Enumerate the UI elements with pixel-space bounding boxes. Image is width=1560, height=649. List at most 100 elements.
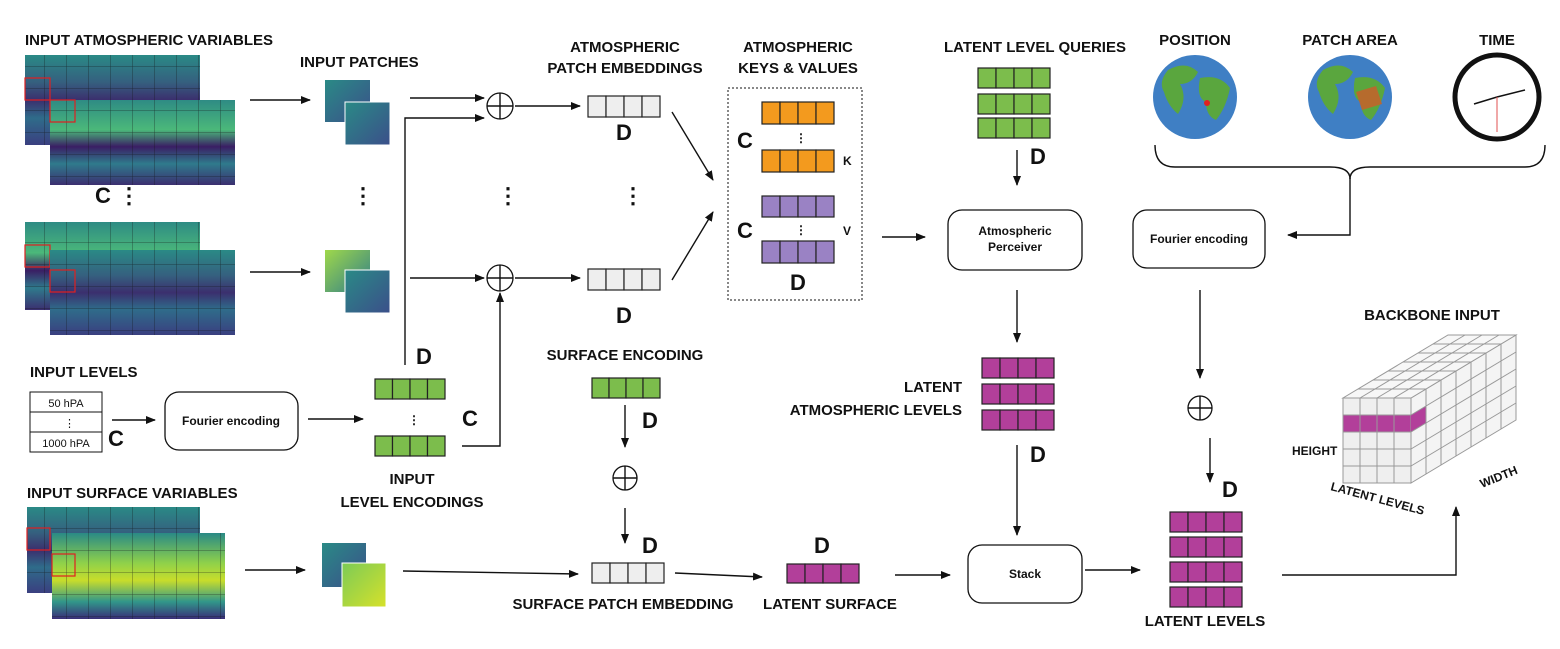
perceiver-label: Atmospheric [978,224,1052,238]
key-vector [761,101,835,125]
vector-cell [1013,93,1033,115]
level-top: 50 hPA [48,398,84,410]
grid-line [1410,351,1517,416]
d-label: D [814,533,830,558]
vector-cell [977,93,997,115]
vector-cell [815,101,835,125]
vector-cell [779,101,799,125]
grid-line [1410,368,1517,433]
input-patches-label: INPUT PATCHES [300,54,419,71]
vector-cell [797,240,817,264]
stack-label: Stack [1009,567,1041,581]
vector-cell [822,563,842,584]
vector-cell [587,268,607,291]
keys-values-box [727,87,863,301]
vector-cell [426,435,446,457]
vector-cell [625,377,644,399]
input-level-encodings-label: LEVEL ENCODINGS [340,494,483,511]
vdots: ⋮ [352,183,374,208]
vector-cell [1223,586,1243,608]
vector-cell [1169,511,1189,533]
vector-cell [815,195,835,218]
atmospheric-map-stack-1 [24,55,235,185]
c-label: C [737,218,753,243]
vdots: ⋮ [622,183,644,208]
latent-atm-levels-label: LATENT [904,379,962,396]
levels-table: 50 hPA ⋮ 1000 hPA [29,391,103,453]
vector-cell [981,383,1001,405]
surface-patches [322,543,387,608]
surface-map-stack [26,507,225,619]
atm-patch-embeddings-label: PATCH EMBEDDINGS [547,60,702,77]
vector-cell [627,562,647,584]
fourier-encoding-levels-box [164,391,299,451]
vector-cell [587,95,607,118]
key-vector [761,149,835,173]
vector-cell [995,117,1015,139]
patch-area-label: PATCH AREA [1302,32,1398,49]
input-surface-variables-label: INPUT SURFACE VARIABLES [27,485,238,502]
vector-cell [1169,536,1189,558]
vector-cell [1017,357,1037,379]
grid-line [1410,402,1517,467]
latent-surface-vector [786,563,860,584]
width-label: WIDTH [1478,463,1520,491]
vector-cell [1223,561,1243,583]
vector-cell [797,195,817,218]
latent-surface-label: LATENT SURFACE [763,596,897,613]
vector-cell [1017,409,1037,431]
add-node-1 [486,92,514,120]
latent-levels [1169,511,1243,608]
position-label: POSITION [1159,32,1231,49]
d-label: D [616,303,632,328]
c-label: C [95,183,111,208]
grid-line [1410,385,1517,450]
vector-cell [409,378,429,400]
vector-cell [999,357,1019,379]
vector-cell [786,563,806,584]
vector-cell [623,95,643,118]
vector-cell [1187,586,1207,608]
vector-cell [1031,93,1051,115]
vector-cell [1205,511,1225,533]
vector-cell [761,195,781,218]
c-label: C [462,406,478,431]
vector-cell [999,383,1019,405]
atm-patch-embeddings-label: ATMOSPHERIC [570,39,680,56]
vector-cell [391,435,411,457]
vdots: ⋮ [795,131,807,145]
fourier-encoding-position-box [1132,209,1266,269]
d-label: D [416,344,432,369]
cube-latent-levels-label: LATENT LEVELS [1329,479,1426,517]
vector-cell [815,240,835,264]
vdots: ⋮ [118,183,140,208]
add-node-2 [486,264,514,292]
c-label: C [737,128,753,153]
fourier-encoding-label: Fourier encoding [182,414,280,428]
value-vector [761,240,835,264]
vdots: ⋮ [497,183,519,208]
grid-line [1376,334,1483,399]
vector-cell [426,378,446,400]
vector-cell [623,268,643,291]
backbone-input-cube [1341,334,1518,484]
vector-cell [761,101,781,125]
vector-cell [1187,536,1207,558]
d-label: D [642,533,658,558]
d-label: D [616,120,632,145]
surface-encoding-vector [591,377,661,399]
vector-cell [1035,357,1055,379]
grid-line [1359,334,1466,399]
level-encoding-vector [374,435,446,457]
add-node-4 [612,465,638,491]
vector-cell [641,268,661,291]
vector-cell [605,95,625,118]
grid-line [1393,334,1500,399]
d-label: D [642,408,658,433]
vector-cell [1169,586,1189,608]
latent-levels-label: LATENT LEVELS [1145,613,1266,630]
vector-cell [761,149,781,173]
patch-embedding-vector-1 [587,95,661,118]
vector-cell [815,149,835,173]
vector-cell [591,562,611,584]
